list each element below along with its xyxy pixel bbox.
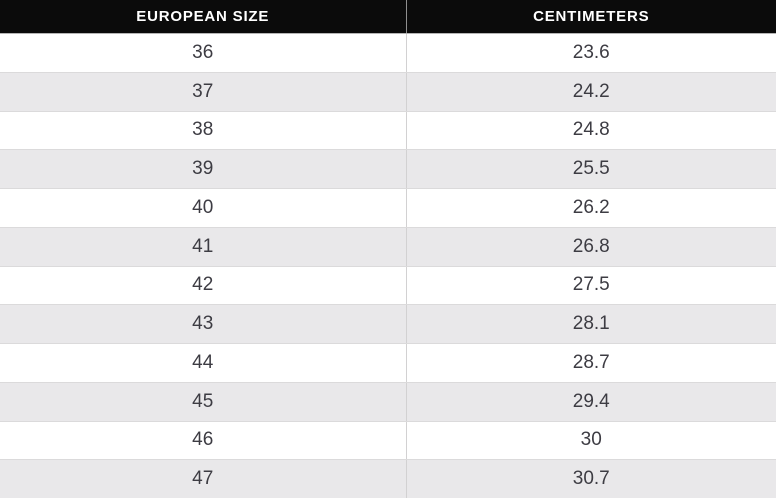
cell-centimeters: 23.6 bbox=[406, 33, 776, 73]
cell-centimeters: 30.7 bbox=[572, 468, 610, 490]
table-row: 41 26.8 bbox=[0, 227, 776, 267]
cell-centimeters: 24.2 bbox=[406, 72, 776, 112]
table-row: 38 24.8 bbox=[0, 111, 776, 151]
cell-european-size: 40 bbox=[0, 188, 407, 228]
cell-european-size: 43 bbox=[0, 304, 407, 344]
table-row: 43 28.1 bbox=[0, 304, 776, 344]
cell-european-size: 39 bbox=[0, 149, 407, 189]
cell-european-size: 37 bbox=[0, 72, 407, 112]
header-centimeters: CENTIMETERS bbox=[406, 0, 776, 34]
table-row: 39 25.5 bbox=[0, 149, 776, 189]
table-row: 36 23.6 bbox=[0, 33, 776, 73]
cell-centimeters: 28.1 bbox=[406, 304, 776, 344]
cell-european-size: 47 bbox=[0, 459, 407, 498]
cell-centimeters: 29.4 bbox=[406, 382, 776, 422]
cell-centimeters: 27.5 bbox=[406, 266, 776, 306]
cell-european-size: 42 bbox=[0, 266, 407, 306]
header-european-size: EUROPEAN SIZE bbox=[0, 0, 407, 34]
table-row: 40 26.2 bbox=[0, 188, 776, 228]
table-row: 46 30 bbox=[0, 421, 776, 461]
table-body: 36 23.6 37 24.2 38 24.8 39 25.5 40 26.2 … bbox=[0, 33, 776, 498]
cell-european-size: 38 bbox=[0, 111, 407, 151]
table-row: 47 30.7 bbox=[0, 459, 776, 498]
cell-centimeters: 28.7 bbox=[406, 343, 776, 383]
cell-european-size: 44 bbox=[0, 343, 407, 383]
cell-european-size: 41 bbox=[0, 227, 407, 267]
cell-centimeters: 26.2 bbox=[406, 188, 776, 228]
cell-european-size: 36 bbox=[0, 33, 407, 73]
cell-centimeters: 24.8 bbox=[406, 111, 776, 151]
table-header: EUROPEAN SIZE CENTIMETERS bbox=[0, 0, 776, 34]
table-row: 37 24.2 bbox=[0, 72, 776, 112]
table-header-row: EUROPEAN SIZE CENTIMETERS bbox=[0, 0, 776, 34]
cell-centimeters: 25.5 bbox=[406, 149, 776, 189]
table-row: 42 27.5 bbox=[0, 266, 776, 306]
table-row: 44 28.7 bbox=[0, 343, 776, 383]
cell-centimeters: 30 bbox=[406, 421, 776, 461]
cell-european-size: 46 bbox=[0, 421, 407, 461]
cell-european-size: 45 bbox=[0, 382, 407, 422]
cell-centimeters: 26.8 bbox=[406, 227, 776, 267]
table-row: 45 29.4 bbox=[0, 382, 776, 422]
